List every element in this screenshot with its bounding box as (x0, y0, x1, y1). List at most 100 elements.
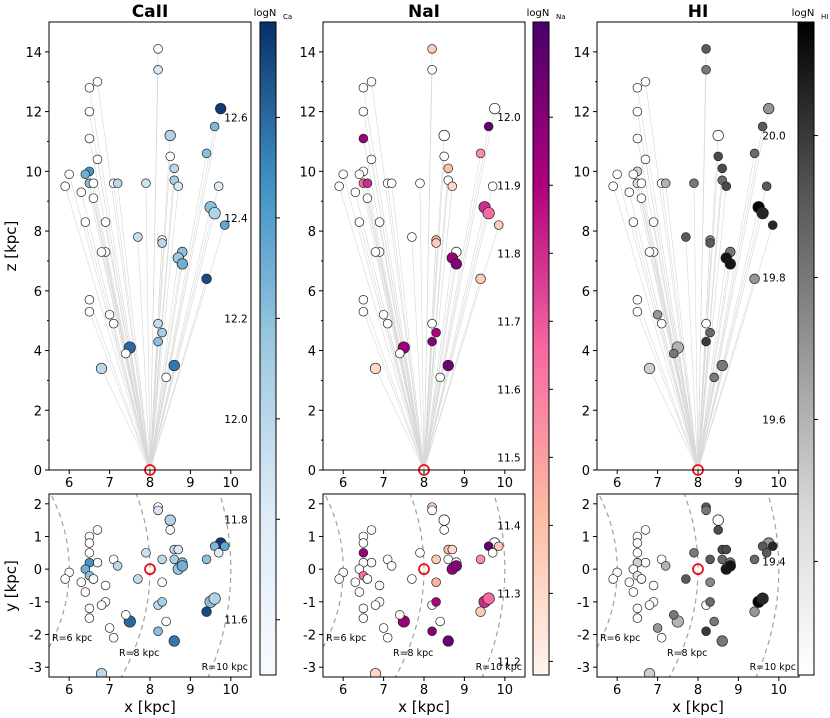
colorbar-tick-label: 19.8 (762, 273, 785, 285)
panel-title: HI (688, 2, 709, 22)
sightline (697, 213, 763, 470)
data-point (153, 65, 163, 75)
sightline (419, 183, 425, 470)
y-axis-label-bottom: y [kpc] (2, 560, 20, 612)
colorbar-label: logN (527, 8, 550, 19)
colorbar-tick-label: 11.8 (224, 514, 247, 526)
data-point (362, 193, 373, 203)
data-point (701, 44, 711, 54)
data-point (84, 106, 95, 117)
data-point (104, 309, 115, 320)
y-tick-label: 1 (308, 530, 316, 545)
ring-r8 (120, 494, 151, 677)
data-point (358, 306, 369, 317)
sightline (363, 299, 425, 470)
sightline (391, 183, 425, 470)
colorbar (797, 21, 815, 676)
data-point (168, 359, 180, 372)
data-point (407, 232, 417, 242)
colorbar-tick-label: 12.2 (224, 313, 247, 325)
data-point (431, 554, 441, 565)
data-point (608, 181, 618, 192)
sightline (137, 237, 151, 470)
data-point (438, 129, 450, 142)
y-tick-label: -1 (29, 596, 42, 611)
sightline (145, 183, 151, 470)
data-point (153, 626, 163, 636)
sightline (697, 69, 707, 470)
data-point (482, 592, 495, 605)
data-point (701, 65, 711, 75)
x-tick-label: 9 (734, 476, 742, 491)
data-point (483, 121, 494, 132)
data-point (407, 574, 417, 584)
y-tick-label: -1 (303, 596, 316, 611)
data-point (141, 548, 151, 558)
data-point (358, 613, 369, 623)
data-point (164, 514, 176, 526)
bottom-panel-plot (597, 494, 780, 677)
data-point (358, 603, 369, 614)
data-point (201, 606, 212, 617)
data-point (92, 76, 103, 87)
data-point (756, 592, 769, 605)
x-tick-label: 10 (223, 683, 240, 698)
x-tick-label: 8 (146, 683, 154, 698)
data-point (689, 178, 699, 189)
data-point (447, 181, 458, 192)
colorbar-label-subscript: Na (556, 13, 566, 21)
sightline (612, 186, 699, 470)
data-point (439, 525, 449, 535)
data-point (334, 181, 344, 192)
sightline (149, 332, 163, 470)
ring-label: R=8 kpc (393, 648, 433, 659)
y-tick-label: -1 (577, 596, 590, 611)
sightline (149, 365, 175, 470)
data-point (701, 505, 711, 516)
data-point (442, 635, 454, 647)
data-point (636, 178, 647, 189)
data-point (374, 217, 385, 227)
y-tick-label: 0 (34, 464, 42, 479)
data-point (721, 544, 732, 555)
x-axis-label: x [kpc] (672, 698, 724, 716)
data-point (632, 82, 643, 93)
data-point (644, 247, 655, 257)
ring-label: R=6 kpc (52, 633, 92, 644)
data-point (153, 505, 163, 516)
x-tick-label: 10 (223, 476, 240, 491)
colorbar-tick-label: 19.4 (762, 556, 786, 568)
data-point (632, 603, 643, 614)
data-point (133, 232, 143, 242)
data-point (487, 548, 498, 558)
sightline (423, 341, 433, 470)
sightline (423, 186, 493, 470)
sightline (697, 251, 731, 470)
sightline (697, 263, 731, 470)
ring-label: R=6 kpc (600, 633, 640, 644)
data-point (632, 613, 643, 623)
data-point (108, 318, 119, 329)
sightline (423, 278, 481, 470)
y-tick-label: 6 (34, 285, 42, 300)
y-tick-label: 12 (25, 106, 42, 121)
x-tick-label: 10 (497, 683, 514, 698)
data-point (92, 557, 103, 568)
data-point (427, 44, 437, 54)
sightline (89, 87, 151, 470)
data-point (374, 580, 385, 591)
x-tick-label: 7 (653, 683, 661, 698)
data-point (757, 121, 768, 132)
data-point (628, 587, 639, 597)
sightline (697, 108, 769, 470)
sightline (697, 225, 774, 470)
sightline (697, 186, 767, 470)
data-point (475, 606, 486, 617)
sightline (149, 186, 179, 470)
sightline (149, 377, 167, 470)
data-point (705, 597, 715, 607)
data-point (660, 561, 671, 571)
data-point (121, 610, 131, 620)
data-point (362, 178, 373, 189)
sightline (149, 278, 207, 470)
